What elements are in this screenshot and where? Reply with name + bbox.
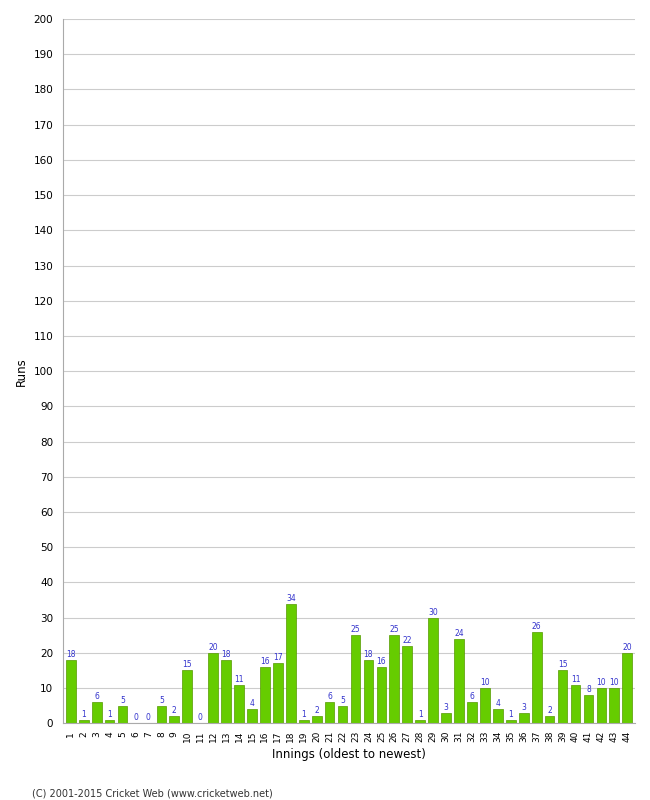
Text: 17: 17 [273,654,283,662]
Text: 25: 25 [350,626,360,634]
Text: 15: 15 [183,661,192,670]
Text: 11: 11 [571,674,580,683]
Text: (C) 2001-2015 Cricket Web (www.cricketweb.net): (C) 2001-2015 Cricket Web (www.cricketwe… [32,788,273,798]
Bar [610,688,619,723]
Bar [286,603,296,723]
Bar [428,618,438,723]
Text: 1: 1 [418,710,422,718]
Bar [545,716,554,723]
Bar [105,720,114,723]
Text: 4: 4 [250,699,254,708]
Text: 20: 20 [623,643,632,652]
Text: 6: 6 [469,692,474,701]
Bar [157,706,166,723]
Text: 18: 18 [66,650,75,659]
Bar [584,695,593,723]
Text: 22: 22 [402,636,412,645]
Text: 16: 16 [376,657,386,666]
Bar [325,702,335,723]
Text: 1: 1 [302,710,306,718]
Text: 15: 15 [558,661,567,670]
Bar [221,660,231,723]
Text: 30: 30 [428,608,438,617]
Text: 26: 26 [532,622,541,630]
Bar [480,688,489,723]
Text: 0: 0 [198,714,203,722]
Text: 18: 18 [222,650,231,659]
Text: 5: 5 [340,696,345,705]
Text: 10: 10 [597,678,606,687]
Bar [467,702,477,723]
Bar [532,632,541,723]
Bar [571,685,580,723]
Text: 24: 24 [454,629,464,638]
Y-axis label: Runs: Runs [15,357,28,386]
Text: 10: 10 [480,678,489,687]
Bar [92,702,101,723]
Bar [350,635,360,723]
Bar [299,720,309,723]
Text: 2: 2 [172,706,177,715]
Bar [79,720,88,723]
X-axis label: Innings (oldest to newest): Innings (oldest to newest) [272,748,426,761]
Bar [623,653,632,723]
Text: 16: 16 [260,657,270,666]
Bar [389,635,399,723]
Bar [118,706,127,723]
Bar [597,688,606,723]
Bar [415,720,425,723]
Bar [376,667,386,723]
Bar [312,716,322,723]
Bar [519,713,528,723]
Text: 5: 5 [159,696,164,705]
Bar [234,685,244,723]
Text: 3: 3 [444,702,448,712]
Text: 18: 18 [363,650,373,659]
Bar [66,660,75,723]
Text: 1: 1 [107,710,112,718]
Bar [558,670,567,723]
Bar [402,646,412,723]
Bar [493,710,502,723]
Bar [363,660,373,723]
Bar [208,653,218,723]
Bar [247,710,257,723]
Text: 10: 10 [610,678,619,687]
Bar [454,638,464,723]
Bar [273,663,283,723]
Text: 34: 34 [286,594,296,602]
Text: 4: 4 [495,699,500,708]
Text: 6: 6 [94,692,99,701]
Text: 25: 25 [389,626,399,634]
Text: 8: 8 [586,685,591,694]
Text: 2: 2 [315,706,319,715]
Text: 5: 5 [120,696,125,705]
Text: 11: 11 [234,674,244,683]
Text: 0: 0 [133,714,138,722]
Bar [506,720,515,723]
Bar [441,713,451,723]
Bar [260,667,270,723]
Text: 1: 1 [508,710,513,718]
Bar [183,670,192,723]
Bar [338,706,347,723]
Text: 6: 6 [327,692,332,701]
Text: 20: 20 [209,643,218,652]
Bar [170,716,179,723]
Text: 0: 0 [146,714,151,722]
Text: 3: 3 [521,702,526,712]
Text: 2: 2 [547,706,552,715]
Text: 1: 1 [81,710,86,718]
